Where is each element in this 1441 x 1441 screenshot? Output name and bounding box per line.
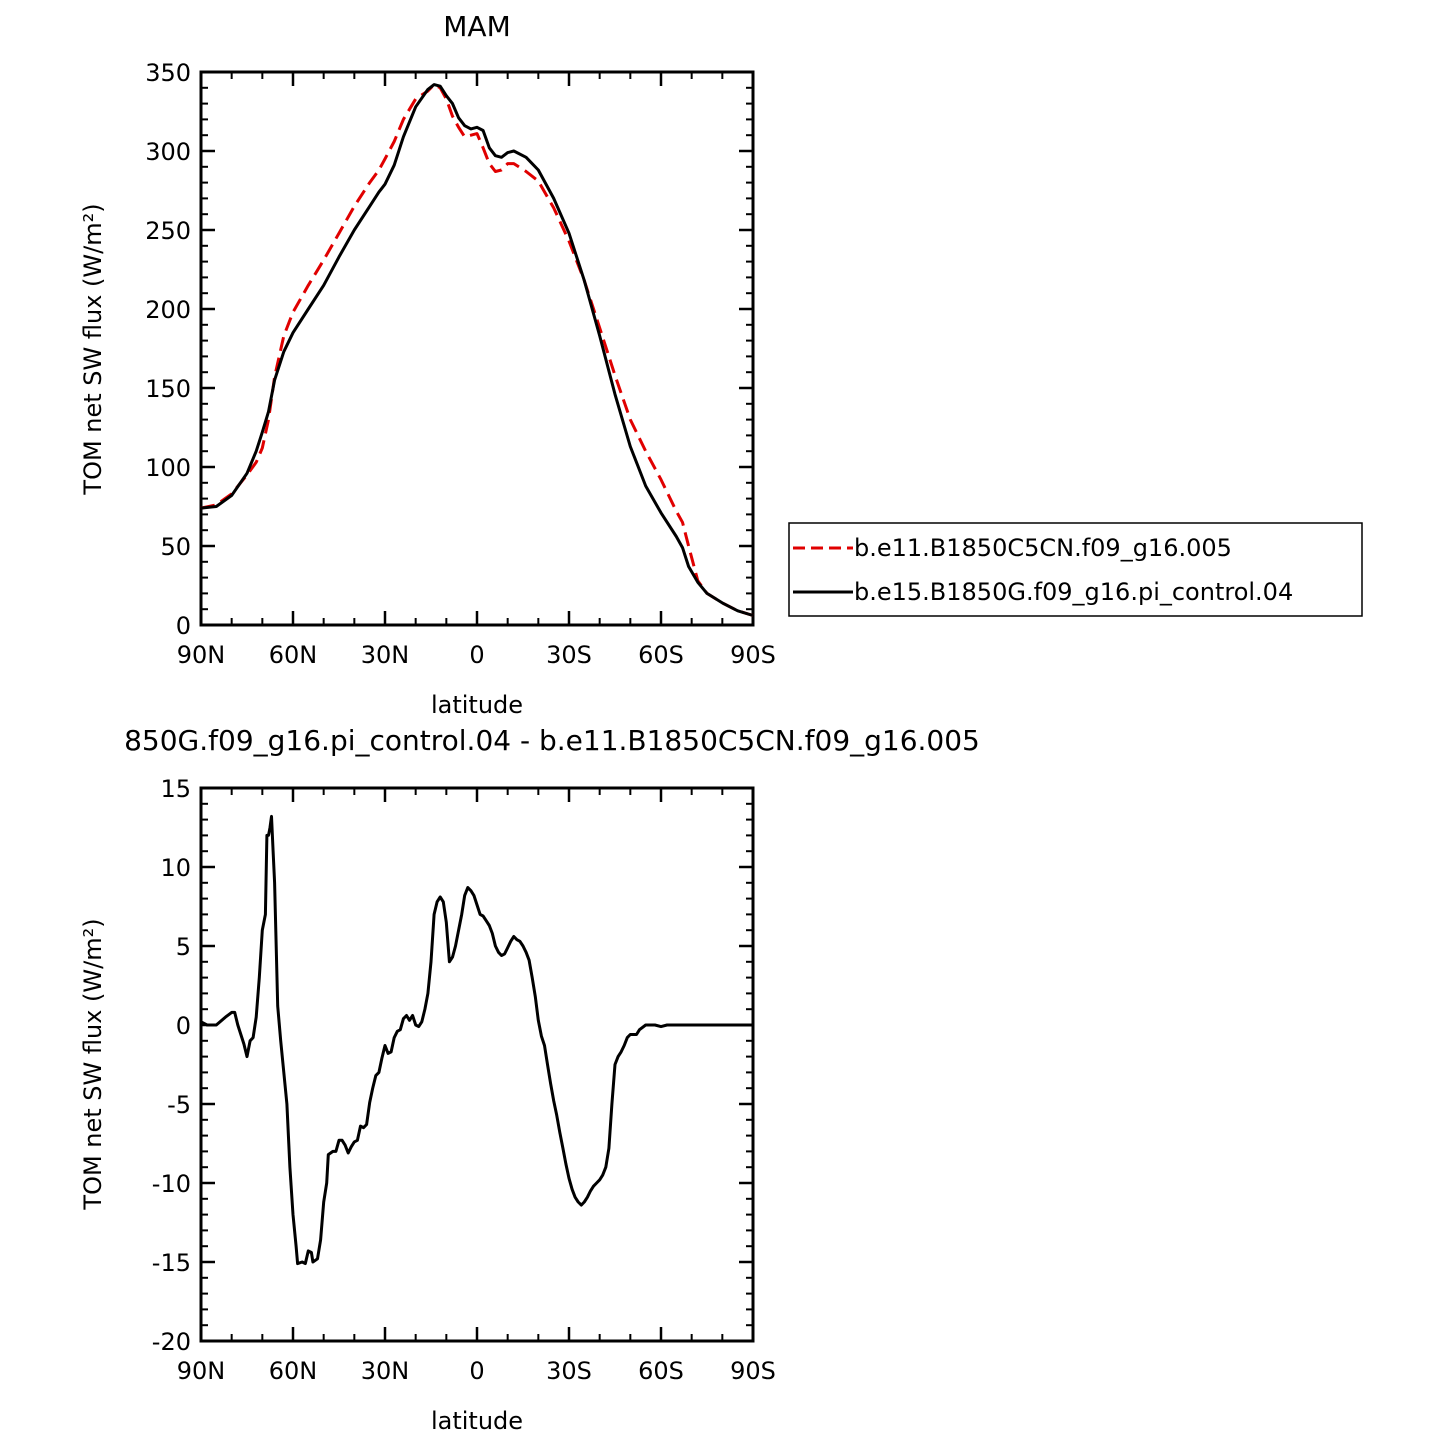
legend-label-series-2: b.e15.B1850G.f09_g16.pi_control.04 [854, 578, 1293, 606]
y-tick-label: 200 [145, 296, 191, 324]
y-tick-label: -10 [152, 1170, 191, 1198]
bottom-y-axis-label: TOM net SW flux (W/m²) [79, 918, 107, 1210]
bottom-axis-ticks: 90N 60N 30N 0 30S 60S 90S -20 -15 -10 -5 0 5 10 15 [152, 775, 776, 1385]
top-axis-ticks: 90N 60N 30N 0 30S 60S 90S 0 50 100 150 200 250 300 350 [145, 59, 776, 669]
top-y-axis-label: TOM net SW flux (W/m²) [79, 203, 107, 495]
x-tick-label: 60S [638, 1357, 684, 1385]
bottom-panel: 850G.f09_g16.pi_control.04 - b.e11.B1850… [79, 724, 980, 1435]
x-tick-label: 90S [730, 1357, 776, 1385]
y-tick-label: 300 [145, 138, 191, 166]
x-tick-label: 30S [546, 1357, 592, 1385]
x-tick-label: 90N [177, 1357, 226, 1385]
y-tick-label: 0 [176, 1012, 191, 1040]
top-x-axis-label: latitude [431, 691, 523, 719]
top-chart-title: MAM [443, 10, 510, 43]
legend: b.e11.B1850C5CN.f09_g16.005 b.e15.B1850G… [788, 522, 1363, 617]
bottom-x-axis-label: latitude [431, 1407, 523, 1435]
top-plot-lines [200, 83, 754, 617]
y-tick-label: -15 [152, 1249, 191, 1277]
x-tick-label: 30S [546, 641, 592, 669]
x-tick-label: 30N [361, 641, 410, 669]
x-tick-label: 90S [730, 641, 776, 669]
x-tick-label: 90N [177, 641, 226, 669]
x-tick-label: 60N [269, 1357, 318, 1385]
y-tick-label: 50 [160, 533, 191, 561]
x-tick-label: 0 [469, 641, 484, 669]
y-tick-label: -5 [167, 1091, 191, 1119]
y-tick-label: 10 [160, 854, 191, 882]
series-line-2 [200, 83, 754, 617]
x-tick-label: 60N [269, 641, 318, 669]
y-tick-label: 5 [176, 933, 191, 961]
legend-label-series-1: b.e11.B1850C5CN.f09_g16.005 [854, 534, 1232, 562]
x-tick-label: 60S [638, 641, 684, 669]
series-line-1 [200, 814, 753, 1266]
y-tick-label: 350 [145, 59, 191, 87]
y-tick-label: -20 [152, 1328, 191, 1356]
y-tick-label: 0 [176, 612, 191, 640]
y-tick-label: 250 [145, 217, 191, 245]
y-tick-label: 150 [145, 375, 191, 403]
series-line-1 [200, 83, 754, 617]
legend-box [788, 522, 1363, 617]
x-tick-label: 0 [469, 1357, 484, 1385]
y-tick-label: 15 [160, 775, 191, 803]
top-panel: MAM 90N 60N 30N 0 30S 60S 90S 0 50 100 150 200 250 30… [79, 10, 776, 719]
bottom-plot-lines [200, 814, 753, 1266]
y-tick-label: 100 [145, 454, 191, 482]
x-tick-label: 30N [361, 1357, 410, 1385]
bottom-chart-title: 850G.f09_g16.pi_control.04 - b.e11.B1850… [124, 724, 980, 757]
